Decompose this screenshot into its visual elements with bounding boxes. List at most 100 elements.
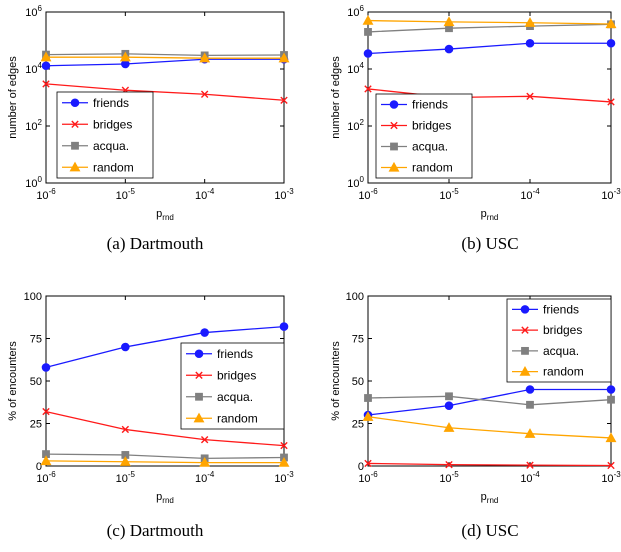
y-tick-label: 106	[25, 4, 42, 19]
data-point-acqua	[365, 395, 372, 402]
data-point-friends	[201, 329, 209, 337]
x-tick-label: 10-5	[439, 187, 459, 202]
x-tick-label: 10-3	[274, 187, 294, 202]
y-tick-label: 102	[25, 118, 42, 133]
y-tick-label: 0	[36, 461, 42, 473]
data-point-friends	[122, 343, 130, 351]
y-tick-label: 100	[24, 291, 42, 303]
series-line-random	[46, 461, 284, 463]
y-tick-label: 25	[352, 419, 364, 431]
x-tick-label: 10-5	[439, 470, 459, 485]
panel-caption: (c) Dartmouth	[107, 521, 204, 540]
series-line-random	[368, 417, 611, 438]
x-tick-label: 10-6	[36, 187, 56, 202]
data-point-friends	[526, 386, 534, 394]
y-tick-label: 0	[358, 461, 364, 473]
series-line-random	[368, 21, 611, 24]
y-tick-label: 102	[347, 118, 364, 133]
legend-label: bridges	[93, 117, 132, 131]
legend-marker	[391, 143, 398, 150]
x-axis-label: prnd	[156, 208, 174, 222]
data-point-friends	[364, 50, 372, 58]
x-tick-label: 10-3	[274, 470, 294, 485]
y-tick-label: 75	[352, 334, 364, 346]
legend-label: random	[217, 411, 258, 425]
legend: friends bridges acqua. random	[376, 94, 472, 178]
legend: friends bridges acqua. random	[507, 299, 611, 382]
x-tick-label: 10-5	[116, 187, 136, 202]
legend-marker	[390, 101, 398, 109]
legend-label: friends	[217, 347, 253, 361]
data-point-friends	[42, 62, 50, 70]
legend-label: friends	[543, 302, 579, 316]
panel-caption: (a) Dartmouth	[107, 234, 204, 253]
y-tick-label: 50	[30, 376, 42, 388]
series-line-acqua	[368, 24, 611, 32]
x-axis-label: prnd	[481, 491, 499, 505]
chart-panel-c: 10-6 10-5 10-4 10-3 0 25 50 75 100 prnd % of encou…	[7, 291, 294, 540]
data-point-friends	[42, 364, 50, 372]
legend-marker	[522, 347, 529, 354]
panel-caption: (b) USC	[461, 234, 518, 253]
y-axis-label: number of edges	[330, 56, 342, 139]
y-tick-label: 100	[347, 175, 364, 190]
series-line-acqua	[46, 454, 284, 458]
x-tick-label: 10-6	[358, 187, 378, 202]
legend-label: bridges	[543, 323, 582, 337]
data-point-acqua	[365, 29, 372, 36]
y-tick-label: 25	[30, 419, 42, 431]
legend-label: acqua.	[93, 139, 129, 153]
legend-label: acqua.	[217, 390, 253, 404]
legend-marker	[196, 393, 203, 400]
data-point-friends	[445, 45, 453, 53]
y-tick-label: 104	[347, 61, 364, 76]
chart-panel-a: 10-6 10-5 10-4 10-3 100 102 104 106 prnd number o…	[7, 4, 294, 253]
legend-label: friends	[412, 98, 448, 112]
data-point-acqua	[527, 401, 534, 408]
y-tick-label: 100	[25, 175, 42, 190]
y-tick-label: 75	[30, 334, 42, 346]
x-tick-label: 10-4	[195, 470, 215, 485]
data-point-friends	[445, 402, 453, 410]
legend-label: random	[543, 365, 584, 379]
series-line-acqua	[46, 54, 284, 56]
legend-marker	[72, 142, 79, 149]
legend-label: random	[412, 161, 453, 175]
x-tick-label: 10-4	[520, 187, 540, 202]
x-tick-label: 10-4	[520, 470, 540, 485]
series-line-friends	[46, 59, 284, 66]
legend-label: bridges	[412, 119, 451, 133]
y-axis-label: number of edges	[7, 56, 19, 139]
x-axis-label: prnd	[156, 491, 174, 505]
legend-marker	[195, 350, 203, 358]
legend-label: random	[93, 160, 134, 174]
x-tick-label: 10-5	[116, 470, 136, 485]
legend: friends bridges acqua. random	[57, 92, 153, 178]
y-axis-label: % of encounters	[330, 341, 342, 421]
y-tick-label: 100	[346, 291, 364, 303]
y-tick-label: 50	[352, 376, 364, 388]
data-point-friends	[607, 39, 615, 47]
series-line-friends	[368, 43, 611, 53]
chart-panel-b: 10-6 10-5 10-4 10-3 100 102 104 106 prnd number o…	[330, 4, 621, 253]
y-tick-label: 104	[25, 61, 42, 76]
legend-label: friends	[93, 96, 129, 110]
legend-label: bridges	[217, 368, 256, 382]
x-tick-label: 10-4	[195, 187, 215, 202]
y-tick-label: 106	[347, 4, 364, 19]
legend-marker	[521, 306, 529, 314]
x-tick-label: 10-3	[601, 187, 621, 202]
x-axis-label: prnd	[481, 208, 499, 222]
data-point-friends	[280, 323, 288, 331]
legend-label: acqua.	[543, 344, 579, 358]
data-point-friends	[526, 39, 534, 47]
legend: friends bridges acqua. random	[181, 343, 284, 429]
panel-caption: (d) USC	[461, 521, 518, 540]
data-point-friends	[607, 386, 615, 394]
series-line-bridges	[368, 463, 611, 465]
series-line-random	[46, 57, 284, 58]
chart-panel-d: 10-6 10-5 10-4 10-30255075100prnd% of encou…	[330, 291, 621, 540]
data-point-acqua	[608, 396, 615, 403]
x-tick-label: 10-3	[601, 470, 621, 485]
